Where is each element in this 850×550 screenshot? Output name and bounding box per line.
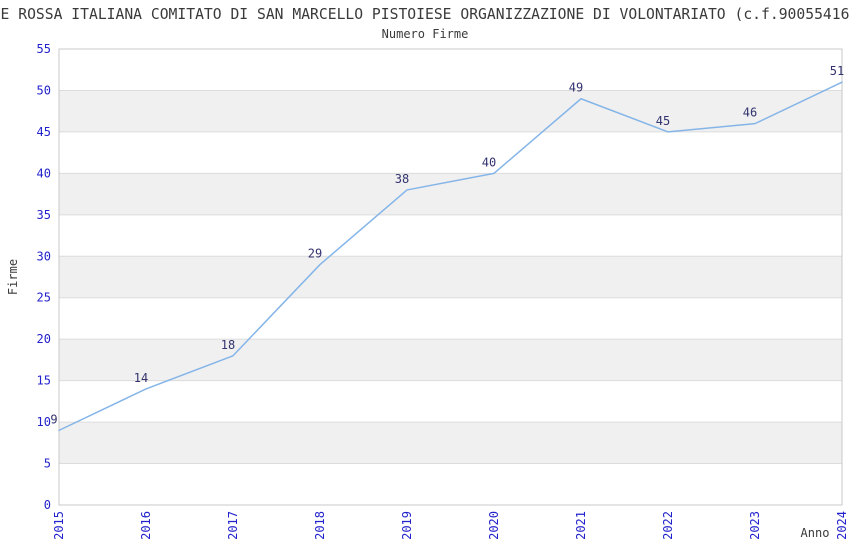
- data-label: 45: [656, 114, 670, 128]
- plot-border: [58, 48, 843, 506]
- y-tick-label: 45: [37, 125, 51, 139]
- data-label: 14: [134, 371, 148, 385]
- y-tick-label: 35: [37, 208, 51, 222]
- y-tick-label: 30: [37, 249, 51, 263]
- data-label: 49: [569, 81, 583, 95]
- x-tick-label: 2016: [139, 511, 153, 540]
- x-tick-label: 2024: [835, 511, 849, 540]
- x-axis-title: Anno: [801, 526, 830, 540]
- y-tick-label: 25: [37, 291, 51, 305]
- data-label: 18: [221, 338, 235, 352]
- chart-subtitle: Numero Firme: [381, 27, 469, 41]
- y-tick-label: 20: [37, 332, 51, 346]
- x-tick-label: 2019: [400, 511, 414, 540]
- data-label: 29: [308, 247, 322, 261]
- grid-band: [59, 339, 842, 381]
- y-tick-label: 50: [37, 83, 51, 97]
- x-tick-label: 2021: [574, 511, 588, 540]
- data-label: 40: [482, 155, 496, 169]
- series-line: [58, 81, 843, 432]
- y-tick-label: 40: [37, 166, 51, 180]
- x-tick-label: 2015: [52, 511, 66, 540]
- y-tick-label: 55: [37, 42, 51, 56]
- y-tick-label: 15: [37, 374, 51, 388]
- y-tick-label: 5: [44, 457, 51, 471]
- grid-band: [59, 422, 842, 464]
- data-label: 51: [830, 64, 844, 78]
- grid-band: [59, 256, 842, 298]
- y-axis-title: Firme: [6, 259, 20, 295]
- y-tick-label: 0: [44, 498, 51, 512]
- chart-title: E ROSSA ITALIANA COMITATO DI SAN MARCELL…: [0, 6, 850, 23]
- x-tick-label: 2017: [226, 511, 240, 540]
- y-tick-label: 10: [37, 415, 51, 429]
- x-tick-label: 2022: [661, 511, 675, 540]
- grid-band: [59, 90, 842, 132]
- grid-band: [59, 173, 842, 215]
- x-tick-label: 2020: [487, 511, 501, 540]
- x-tick-label: 2023: [748, 511, 762, 540]
- data-label: 46: [743, 106, 757, 120]
- data-label: 9: [50, 412, 57, 426]
- x-tick-label: 2018: [313, 511, 327, 540]
- data-label: 38: [395, 172, 409, 186]
